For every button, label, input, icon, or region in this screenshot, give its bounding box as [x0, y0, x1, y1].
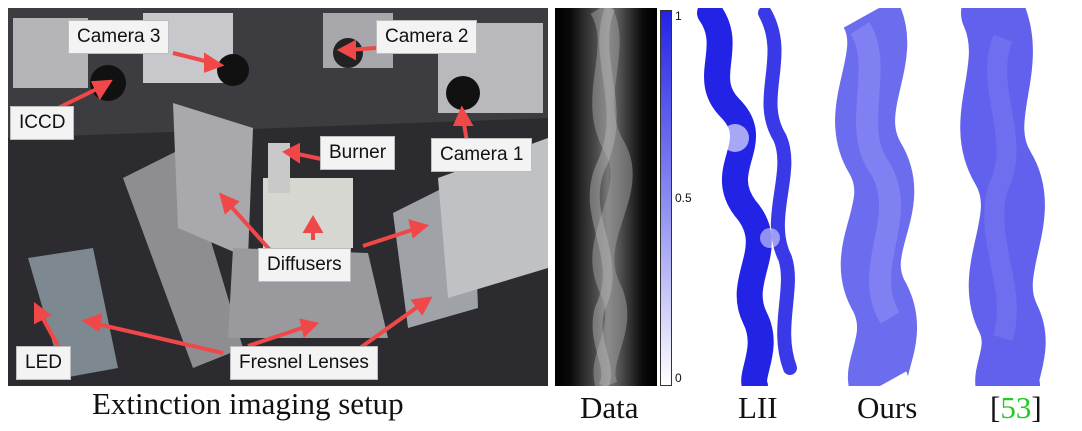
- caption-lii: LII: [738, 390, 778, 425]
- annotation-arrows: [34, 39, 474, 355]
- smoke-plume: [589, 2, 633, 391]
- label-burner: Burner: [320, 136, 396, 170]
- label-camera-3: Camera 3: [68, 20, 170, 54]
- colorbar-tick-0: 0: [675, 371, 682, 385]
- ref-bracket-close: ]: [1031, 390, 1042, 425]
- lii-panel: [695, 0, 805, 399]
- label-diffusers: Diffusers: [258, 248, 351, 282]
- ref53-plume: [960, 0, 1046, 418]
- label-iccd: ICCD: [10, 106, 75, 140]
- setup-photo: Camera 3 Camera 2 Camera 1 ICCD Burner D…: [8, 8, 548, 386]
- ref-number-link[interactable]: 53: [1000, 390, 1032, 425]
- ref-bracket-open: [: [990, 390, 1001, 425]
- ref53-panel: [948, 0, 1058, 418]
- lii-plume: [697, 0, 797, 399]
- ours-panel: [820, 0, 930, 401]
- label-led: LED: [16, 346, 71, 380]
- caption-setup: Extinction imaging setup: [92, 386, 404, 421]
- data-extinction-image: [555, 2, 657, 391]
- label-fresnel-lenses: Fresnel Lenses: [230, 346, 378, 380]
- label-camera-2: Camera 2: [376, 20, 478, 54]
- caption-ref-53: [53]: [990, 390, 1042, 426]
- ours-plume: [835, 0, 917, 401]
- colorbar-tick-0-5: 0.5: [675, 191, 692, 205]
- label-camera-1: Camera 1: [431, 138, 533, 172]
- caption-data: Data: [580, 390, 639, 425]
- colorbar: [660, 10, 672, 386]
- setup-scene: [8, 8, 548, 386]
- caption-ours: Ours: [857, 390, 918, 425]
- colorbar-tick-1: 1: [675, 9, 682, 23]
